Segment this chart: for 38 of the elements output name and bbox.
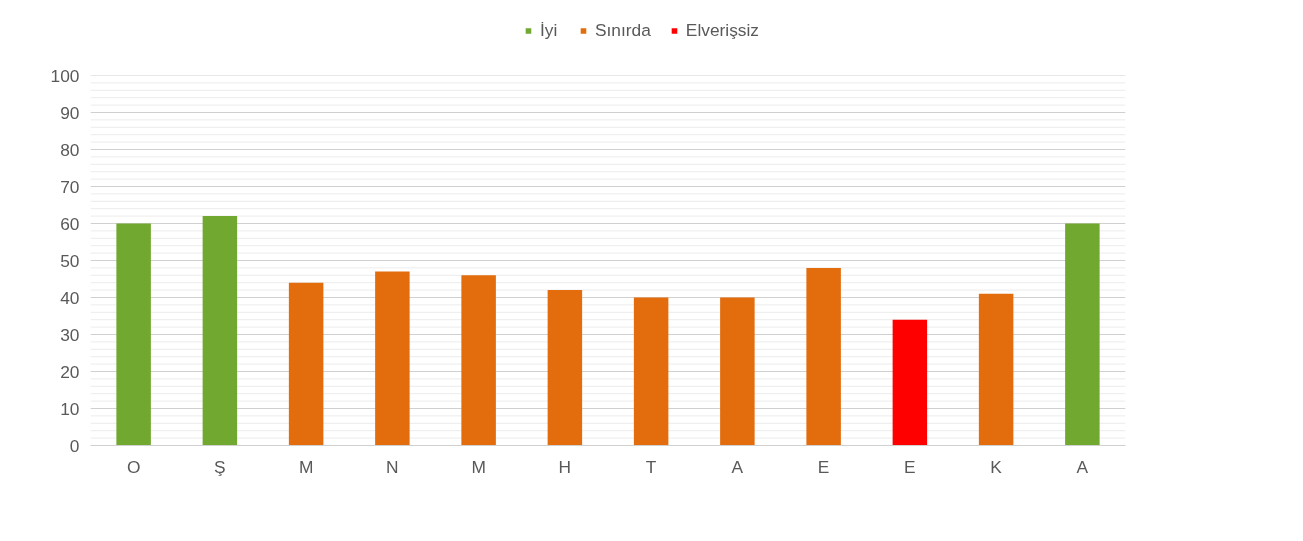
x-tick-label: M <box>298 456 314 477</box>
bar <box>892 319 928 446</box>
x-tick-label: H <box>558 456 572 477</box>
legend-label: Elverişsiz <box>685 19 760 41</box>
bar <box>720 297 755 446</box>
y-tick-label: 90 <box>60 102 80 123</box>
y-tick-label: 50 <box>60 250 80 271</box>
bar <box>375 271 410 446</box>
bar <box>978 293 1014 446</box>
bar <box>806 267 841 446</box>
bar <box>116 223 151 446</box>
y-tick-label: 0 <box>69 435 80 456</box>
x-tick-label: A <box>731 456 744 477</box>
x-tick-label: N <box>386 456 399 477</box>
y-tick-label: 60 <box>60 213 80 234</box>
bar <box>547 290 583 446</box>
x-tick-label: E <box>817 456 830 477</box>
x-tick-label: O <box>126 456 141 477</box>
bar <box>202 216 238 446</box>
x-tick-label: T <box>645 456 657 477</box>
x-tick-label: A <box>1076 456 1089 477</box>
bar <box>461 275 496 446</box>
x-tick-label: E <box>904 456 916 477</box>
legend-label: Sınırda <box>594 19 651 41</box>
bar <box>1065 223 1100 446</box>
x-tick-label: Ş <box>214 456 226 477</box>
y-tick-label: 40 <box>60 287 80 308</box>
y-tick-label: 30 <box>60 324 80 345</box>
bar <box>288 282 324 446</box>
legend-label: İyi <box>539 19 559 41</box>
y-tick-label: 80 <box>60 139 80 160</box>
y-tick-label: 20 <box>60 361 80 382</box>
bar <box>633 297 669 446</box>
y-tick-label: 100 <box>50 65 80 86</box>
y-tick-label: 10 <box>60 398 80 419</box>
x-tick-label: K <box>990 456 1003 477</box>
y-tick-label: 70 <box>60 176 80 197</box>
x-tick-label: M <box>471 456 486 477</box>
